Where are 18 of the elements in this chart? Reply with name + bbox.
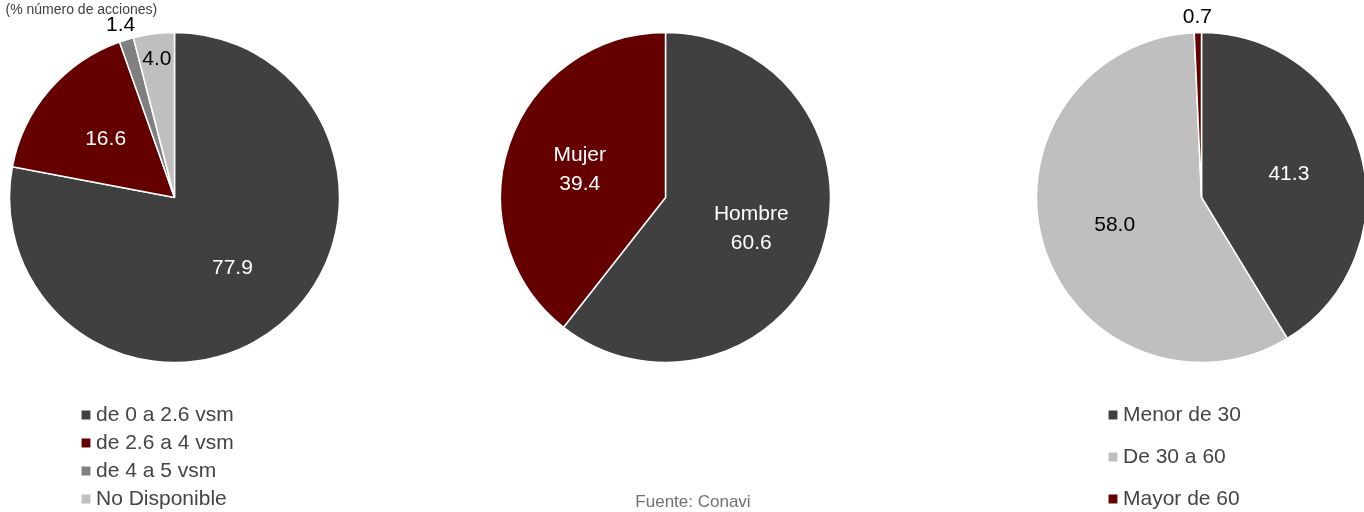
data-label: 4.0 (142, 46, 172, 70)
data-label: 41.3 (1268, 161, 1310, 184)
legend-label: No Disponible (96, 486, 227, 510)
data-label: 0.7 (1182, 4, 1213, 28)
legend-label: De 30 a 60 (1123, 444, 1226, 468)
data-label: 39.4 (559, 170, 601, 194)
data-label: 77.9 (211, 255, 253, 279)
legend-label: Mayor de 60 (1123, 486, 1240, 510)
legend-label: Menor de 30 (1123, 402, 1241, 426)
data-label: 58.0 (1094, 211, 1136, 235)
legend-label: de 4 a 5 vsm (96, 458, 217, 482)
legend-label: de 0 a 2.6 vsm (96, 402, 234, 426)
slice-label: Mujer (553, 141, 606, 165)
legend-label: de 2.6 a 4 vsm (96, 430, 234, 454)
source-note: Fuente: Conavi (635, 491, 751, 511)
slice-label: Hombre (713, 201, 789, 225)
data-label: 60.6 (730, 230, 772, 254)
data-label: 16.6 (85, 126, 127, 150)
